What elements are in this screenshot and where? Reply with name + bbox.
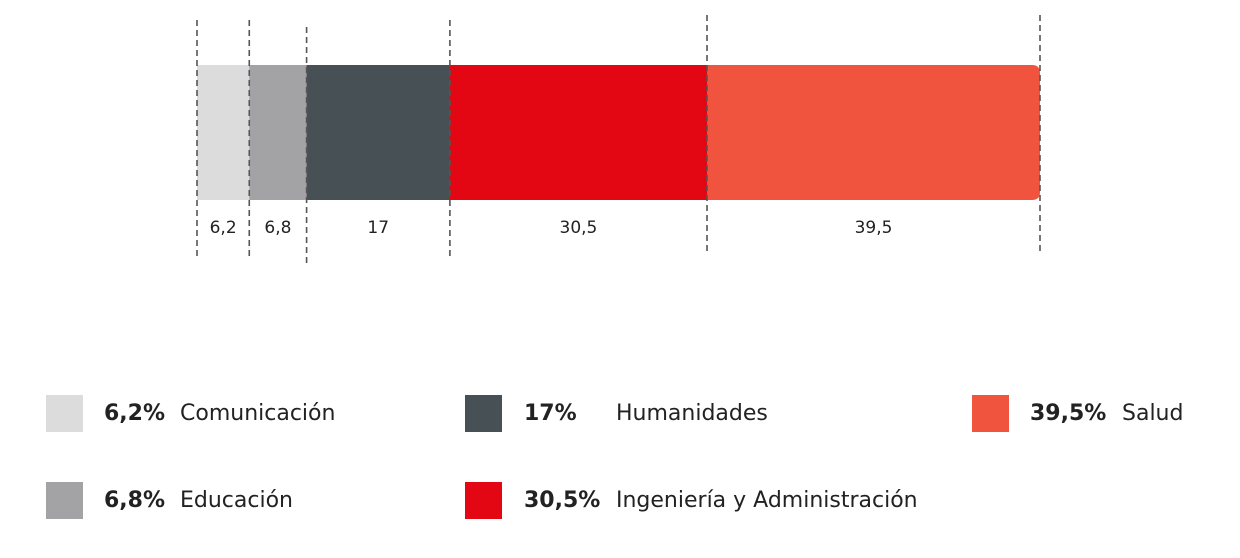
bar-segment-salud: [707, 65, 1040, 200]
legend-swatch-salud: [972, 394, 1009, 432]
legend-pct-salud: 39,5%: [1030, 400, 1107, 426]
legend-pct-educacion: 6,8%: [104, 487, 166, 513]
legend-swatch-humanidades: [465, 394, 502, 432]
legend-item-educacion: 6,8% Educación: [46, 480, 293, 520]
bar-segment-humanidades: [306, 65, 451, 200]
bar-segments: [197, 65, 1040, 200]
bar-segment-comunicacion: [197, 65, 250, 200]
legend-name-humanidades: Humanidades: [616, 400, 768, 426]
legend-pct-comunicacion: 6,2%: [104, 400, 166, 426]
legend-name-comunicacion: Comunicación: [180, 400, 336, 426]
dashed-dividers: [196, 15, 1041, 267]
legend-swatch-comunicacion: [46, 394, 83, 432]
legend-pct-humanidades: 17%: [524, 400, 577, 426]
legend-name-ingenieria: Ingeniería y Administración: [616, 487, 918, 513]
legend-swatch-educacion: [46, 481, 83, 519]
legend-name-salud: Salud: [1122, 400, 1184, 426]
value-label-educacion: 6,8: [264, 218, 291, 238]
legend-item-comunicacion: 6,2% Comunicación: [46, 393, 335, 433]
value-label-humanidades: 17: [367, 218, 389, 238]
legend-item-salud: 39,5% Salud: [972, 393, 1183, 433]
value-label-ingenieria-y-administracion: 30,5: [560, 218, 598, 238]
legend-name-educacion: Educación: [180, 487, 293, 513]
legend-swatch-ingenieria: [465, 481, 502, 519]
legend-item-humanidades: 17% Humanidades: [465, 393, 768, 433]
legend-item-ingenieria: 30,5% Ingeniería y Administración: [465, 480, 918, 520]
legend-pct-ingenieria: 30,5%: [524, 487, 601, 513]
value-label-comunicacion: 6,2: [210, 218, 237, 238]
stacked-bar-chart: 6,2 6,8 17 30,5 39,5: [196, 15, 1041, 267]
bar-segment-educacion: [249, 65, 308, 200]
bar-segment-ingenieria-y-administracion: [449, 65, 708, 200]
segment-value-labels: 6,2 6,8 17 30,5 39,5: [210, 218, 893, 238]
value-label-salud: 39,5: [855, 218, 893, 238]
